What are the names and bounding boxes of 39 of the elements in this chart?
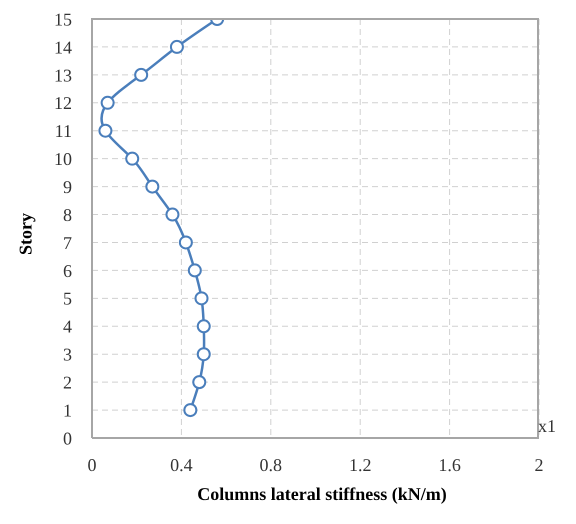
x-tick-label: 0.4 [170, 454, 193, 475]
y-axis-title: Story [16, 213, 36, 255]
point [188, 263, 202, 278]
y-tick-label: 10 [54, 149, 72, 170]
x-tick-label: 1.2 [348, 454, 372, 475]
x-tick-label: 1.6 [438, 454, 461, 475]
y-tick-label: 12 [54, 93, 72, 114]
y-tick-label: 11 [54, 121, 72, 142]
y-tick-label: 4 [63, 316, 72, 337]
point [98, 124, 112, 138]
point [100, 96, 115, 110]
y-tick-label: 7 [63, 232, 72, 253]
y-tick-label: 3 [63, 344, 72, 365]
y-tick-label: 8 [63, 204, 72, 225]
y-tick-label: 0 [63, 428, 72, 448]
point [145, 180, 160, 194]
point [196, 347, 211, 362]
x-tick-label: 0 [88, 454, 96, 475]
y-tick-label: 6 [63, 260, 72, 281]
y-tick-label: 1 [63, 400, 72, 420]
point [192, 375, 206, 390]
x-tick-label: 2 [534, 454, 544, 475]
point [183, 403, 198, 418]
y-tick-label: 2 [63, 372, 72, 393]
x-tick-label: 0.8 [260, 454, 282, 475]
point [134, 68, 148, 82]
y-tick-label: 15 [54, 9, 72, 30]
point [194, 291, 209, 306]
point [170, 40, 184, 54]
y-tick-label: 5 [63, 288, 72, 309]
y-tick-label: 14 [54, 37, 72, 58]
annotation: x1 [538, 416, 556, 437]
x-axis-title: Columns lateral stiffness (kN/m) [196, 484, 448, 505]
point [178, 235, 193, 250]
y-tick-label: 13 [54, 65, 72, 86]
point [196, 319, 211, 334]
point [165, 208, 180, 222]
y-tick-label: 9 [63, 176, 72, 197]
point [125, 152, 140, 166]
